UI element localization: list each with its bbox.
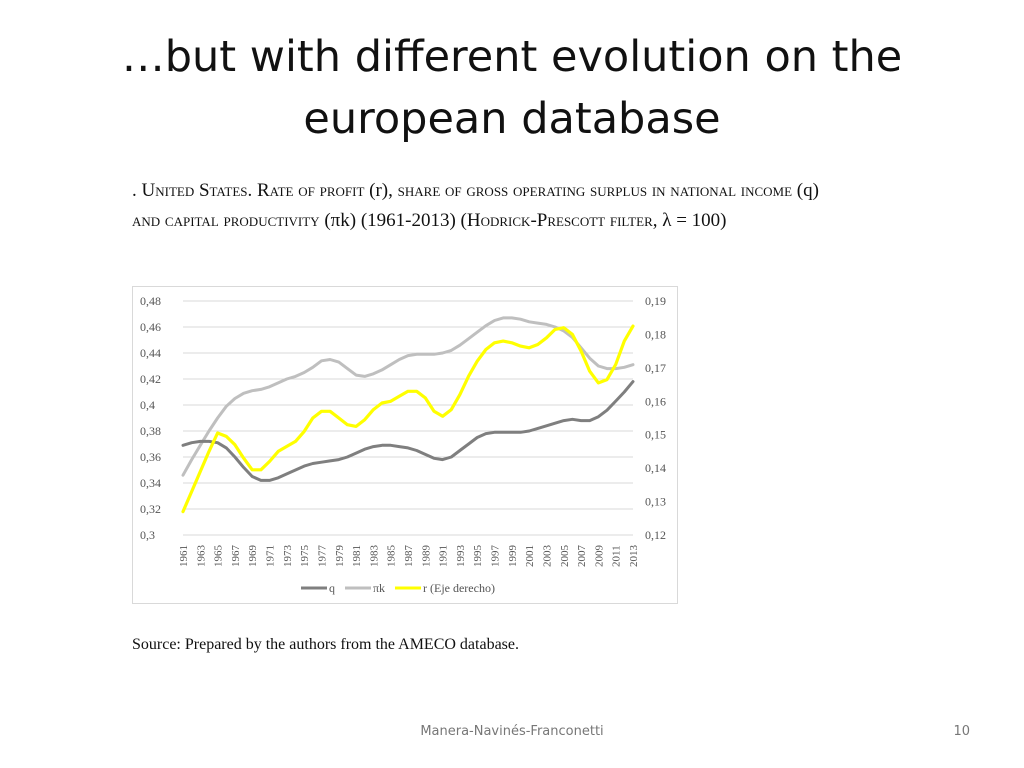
- left-axis-tick-label: 0,32: [140, 502, 161, 516]
- caption-rate-of-profit: Rate of profit: [256, 180, 365, 201]
- x-axis-tick-label: 1961: [178, 545, 190, 567]
- caption-part-1: .: [132, 180, 142, 201]
- x-axis-tick-label: 1987: [403, 545, 415, 568]
- x-axis-tick-label: 1997: [490, 545, 502, 568]
- caption-part-11: , λ = 100): [652, 210, 727, 231]
- gridlines: [183, 300, 633, 536]
- left-axis-tick-label: 0,48: [140, 294, 161, 308]
- right-axis-tick-label: 0,15: [645, 428, 666, 442]
- page-number: 10: [953, 724, 970, 739]
- left-axis-tick-label: 0,36: [140, 450, 161, 464]
- x-axis-tick-label: 1969: [247, 545, 259, 568]
- x-axis-tick-label: 1989: [420, 545, 432, 568]
- legend: q πk r (Eje derecho): [301, 581, 495, 595]
- series-line-q: [181, 380, 635, 482]
- x-axis-tick-label: 2007: [576, 545, 588, 568]
- slide-title: …but with different evolution on the eur…: [60, 26, 964, 150]
- legend-label-r: r (Eje derecho): [423, 581, 495, 595]
- x-axis-tick-label: 1991: [438, 545, 450, 567]
- x-axis-tick-label: 1993: [455, 545, 467, 568]
- x-axis-tick-label: 2003: [541, 545, 553, 568]
- x-axis-tick-label: 2001: [524, 545, 536, 567]
- caption-country: United States: [141, 180, 248, 201]
- x-axis-tick-label: 1963: [195, 545, 207, 568]
- x-axis-tick-label: 1975: [299, 545, 311, 568]
- caption-part-5: (r),: [364, 180, 398, 201]
- caption-filter: Hodrick-Prescott filter: [466, 210, 653, 231]
- x-axis-tick-label: 1983: [368, 545, 380, 568]
- caption-part-7: (q): [792, 180, 819, 201]
- legend-label-pik: πk: [373, 581, 385, 595]
- series-lines: [181, 316, 635, 514]
- x-axis-tick-label: 1965: [213, 545, 225, 568]
- series-line-r: [181, 324, 635, 514]
- legend-label-q: q: [329, 581, 335, 595]
- x-axis-tick-label: 2011: [611, 545, 623, 567]
- slide-title-line-1: …but with different evolution on the: [121, 32, 903, 82]
- figure-caption: . United States. Rate of profit (r), sha…: [132, 176, 832, 236]
- x-axis-tick-label: 2013: [628, 545, 640, 568]
- caption-share-gos: share of gross operating surplus in nati…: [397, 180, 793, 201]
- left-axis-tick-label: 0,38: [140, 424, 161, 438]
- x-axis-ticks: 1961 1963 1965 1967 1969 1971 1973 1975 1977 1979…: [178, 545, 640, 568]
- caption-part-3: .: [247, 180, 257, 201]
- left-axis-tick-label: 0,34: [140, 476, 161, 490]
- source-note: Source: Prepared by the authors from the…: [132, 636, 520, 653]
- caption-capital-productivity: and capital productivity: [132, 210, 320, 231]
- line-chart: 0,3 0,32 0,34 0,36 0,38 0,4 0,42 0,44 0,46 0,48 0…: [140, 294, 666, 595]
- left-axis-tick-label: 0,42: [140, 372, 161, 386]
- left-axis-tick-label: 0,4: [140, 398, 155, 412]
- right-axis-tick-label: 0,13: [645, 495, 666, 509]
- x-axis-tick-label: 1973: [282, 545, 294, 568]
- left-axis-tick-label: 0,44: [140, 346, 161, 360]
- x-axis-tick-label: 1995: [472, 545, 484, 568]
- x-axis-tick-label: 2009: [593, 545, 605, 568]
- right-axis-ticks: 0,12 0,13 0,14 0,15 0,16 0,17 0,18 0,19: [645, 294, 666, 542]
- left-axis-tick-label: 0,3: [140, 528, 155, 542]
- slide-title-line-2: european database: [303, 94, 721, 144]
- caption-part-9: (πk) (1961-2013) (: [319, 210, 467, 231]
- x-axis-tick-label: 1971: [265, 545, 277, 567]
- x-axis-tick-label: 1967: [230, 545, 242, 568]
- right-axis-tick-label: 0,16: [645, 394, 666, 408]
- right-axis-tick-label: 0,14: [645, 461, 666, 475]
- x-axis-tick-label: 2005: [559, 545, 571, 568]
- right-axis-tick-label: 0,17: [645, 361, 666, 375]
- chart-frame: 0,3 0,32 0,34 0,36 0,38 0,4 0,42 0,44 0,46 0,48 0…: [132, 286, 678, 604]
- left-axis-tick-label: 0,46: [140, 320, 161, 334]
- left-axis-ticks: 0,3 0,32 0,34 0,36 0,38 0,4 0,42 0,44 0,46 0,48: [140, 294, 161, 542]
- footer-authors: Manera-Navinés-Franconetti: [420, 724, 604, 739]
- right-axis-tick-label: 0,12: [645, 528, 666, 542]
- x-axis-tick-label: 1985: [386, 545, 398, 568]
- x-axis-tick-label: 1999: [507, 545, 519, 568]
- x-axis-tick-label: 1979: [334, 545, 346, 568]
- x-axis-tick-label: 1977: [316, 545, 328, 568]
- right-axis-tick-label: 0,18: [645, 327, 666, 341]
- right-axis-tick-label: 0,19: [645, 294, 666, 308]
- series-line-pik: [181, 316, 635, 477]
- x-axis-tick-label: 1981: [351, 545, 363, 567]
